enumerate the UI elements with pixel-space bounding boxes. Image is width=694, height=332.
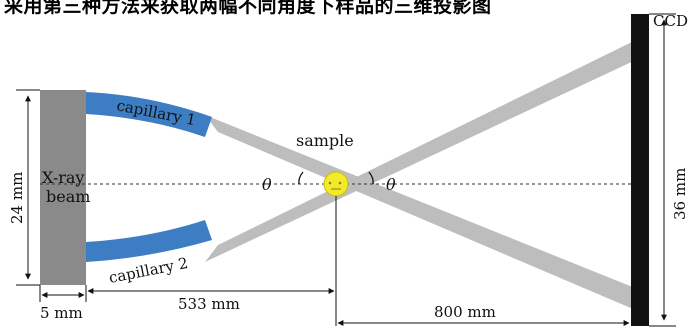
sample-label: sample <box>296 131 354 150</box>
sample-marker <box>323 171 349 197</box>
capillary-2 <box>86 220 212 262</box>
figure-caption-fragment: 采用第三种方法来获取两幅不同角度下样品的三维投影图 <box>4 0 492 17</box>
sample-dot <box>338 181 342 185</box>
ray-upper-to-bottom <box>205 115 640 312</box>
beam-width-label: 5 mm <box>40 304 83 322</box>
xray-beam-block <box>40 90 86 285</box>
theta-right-label: θ <box>386 175 396 194</box>
theta-left-label: θ <box>262 175 272 194</box>
theta-arc-right <box>368 171 374 185</box>
ccd-detector <box>631 14 649 326</box>
source-sample-label: 533 mm <box>178 295 240 313</box>
sample-dot <box>328 181 332 185</box>
beam-label-line2: beam <box>46 187 90 206</box>
beam-height-label: 24 mm <box>8 172 26 224</box>
sample-detector-label: 800 mm <box>434 303 496 321</box>
ray-lower-to-top <box>205 38 640 262</box>
capillary-1 <box>86 92 212 137</box>
theta-arc-left <box>298 171 304 185</box>
beam-label-line1: X-ray <box>42 168 84 187</box>
ccd-label: CCD <box>653 12 688 30</box>
detector-height-label: 36 mm <box>671 168 689 220</box>
